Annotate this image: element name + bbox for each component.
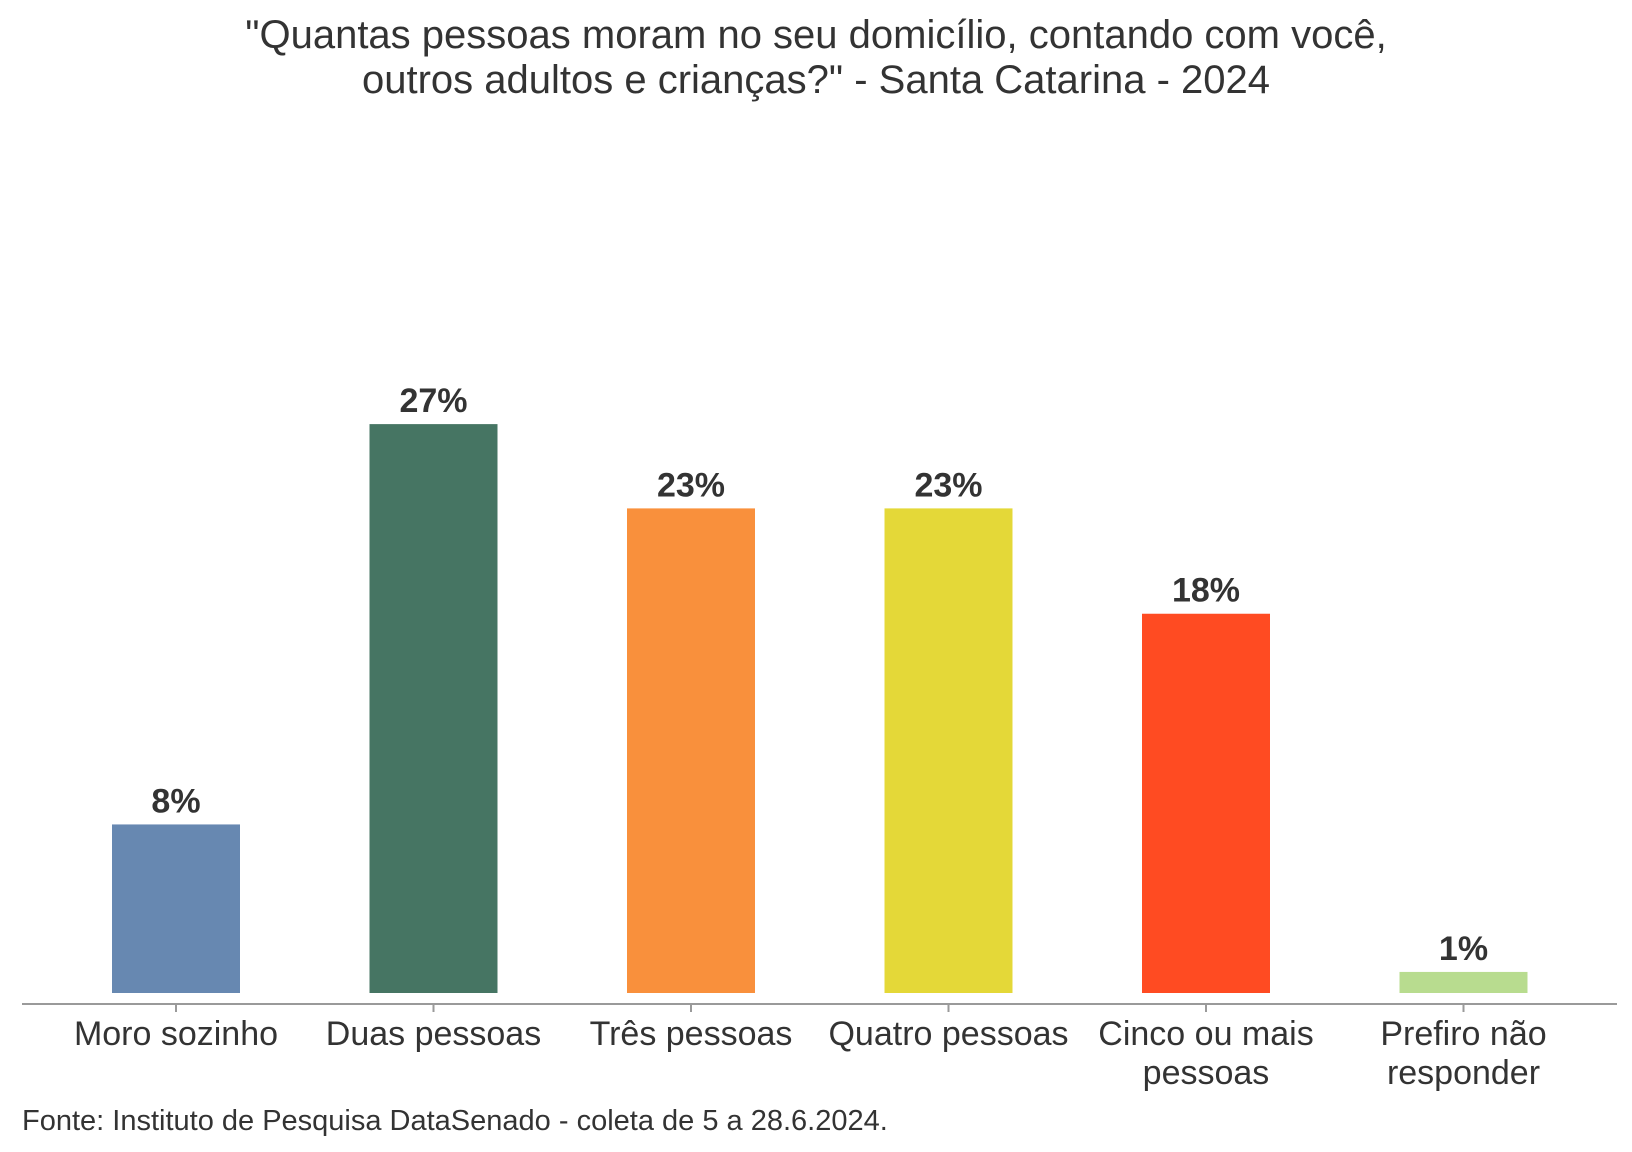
x-tick-label-0-line-0: Moro sozinho (74, 1015, 278, 1053)
bar-value-label-1: 27% (399, 382, 467, 420)
x-tick-label-3-line-0: Quatro pessoas (828, 1015, 1068, 1053)
bar-2 (627, 508, 755, 993)
source-note: Fonte: Instituto de Pesquisa DataSenado … (22, 1105, 888, 1137)
chart-title-line-1: "Quantas pessoas moram no seu domicílio,… (245, 13, 1387, 57)
x-axis-tick-labels-group: Moro sozinho Duas pessoas Três pessoas Quat… (74, 1015, 1547, 1092)
x-tick-label-2: Três pessoas (590, 1015, 793, 1053)
bar-3 (884, 508, 1013, 993)
chart-title-line-2: outros adultos e crianças?" - Santa Cata… (361, 58, 1271, 102)
x-tick-label-4: Cinco ou mais pessoas (1098, 1015, 1313, 1092)
x-tick-label-4-line-1: pessoas (1143, 1054, 1270, 1092)
x-tick-label-2-line-0: Três pessoas (590, 1015, 793, 1053)
x-tick-label-5-line-1: responder (1387, 1054, 1540, 1092)
x-tick-label-1-line-0: Duas pessoas (326, 1015, 541, 1053)
bar-value-label-5: 1% (1439, 930, 1488, 968)
bar-5 (1399, 971, 1528, 993)
bar-value-label-2: 23% (657, 466, 725, 504)
bar-value-label-4: 18% (1172, 572, 1240, 610)
bar-1 (369, 424, 498, 993)
x-tick-label-1: Duas pessoas (326, 1015, 541, 1053)
x-axis-ticks-group (175, 1004, 1465, 1012)
x-tick-label-5: Prefiro não responder (1380, 1015, 1546, 1092)
bar-4 (1142, 613, 1270, 993)
bar-value-label-0: 8% (151, 782, 200, 820)
x-tick-label-4-line-0: Cinco ou mais (1098, 1015, 1313, 1053)
x-tick-label-0: Moro sozinho (74, 1015, 278, 1053)
bar-0 (112, 824, 240, 993)
x-tick-label-5-line-0: Prefiro não (1380, 1015, 1546, 1053)
x-tick-label-3: Quatro pessoas (828, 1015, 1068, 1053)
bars-group (112, 424, 1528, 993)
bar-value-label-3: 23% (914, 466, 982, 504)
value-labels-group: 8% 27% 23% 23% 18% 1% (151, 382, 1488, 968)
